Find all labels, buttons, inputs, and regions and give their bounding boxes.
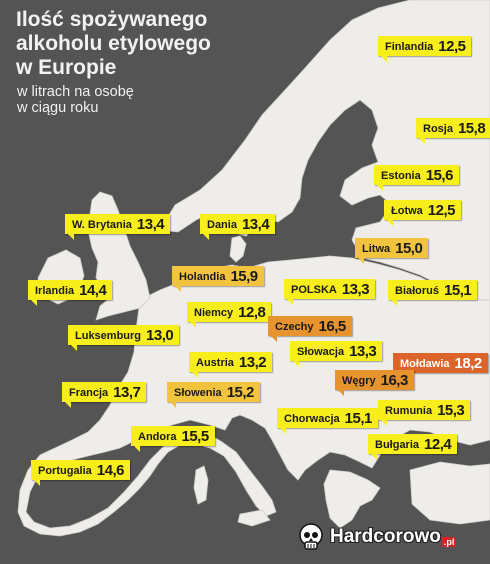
country-label: Estonia 15,6	[374, 165, 459, 191]
country-name: Irlandia	[35, 284, 75, 297]
country-label: Francja 13,7	[62, 382, 147, 408]
country-name: Bułgaria	[375, 438, 420, 451]
country-label: Niemcy 12,8	[187, 302, 272, 328]
land-greece	[323, 469, 381, 529]
country-value: 15,9	[230, 268, 258, 285]
country-label: Andora 15,5	[131, 426, 215, 452]
country-name: Finlandia	[385, 40, 434, 53]
country-name: Andora	[138, 430, 177, 443]
country-value: 15,1	[344, 410, 373, 427]
country-value: 12,4	[424, 436, 452, 453]
country-label: Chorwacja 15,1	[277, 408, 378, 434]
country-value: 13,3	[349, 343, 377, 360]
country-label: Czechy 16,5	[268, 316, 352, 342]
land-sicily	[237, 509, 271, 527]
country-name: Austria	[196, 356, 234, 369]
country-label: Rosja 15,8	[416, 118, 490, 144]
country-value: 15,0	[395, 240, 423, 257]
hardcorowo-logo: Hardcorowo .pl	[296, 522, 457, 552]
country-name: Niemcy	[194, 306, 234, 319]
country-label: Bułgaria 12,4	[368, 434, 458, 460]
country-label: Portugalia 14,6	[31, 460, 130, 486]
country-value: 13,4	[136, 216, 165, 233]
country-name: Białoruś	[395, 284, 440, 297]
country-name: W. Brytania	[72, 218, 132, 231]
country-name: Luksemburg	[75, 329, 142, 342]
country-value: 12,5	[427, 202, 456, 219]
country-label: Luksemburg 13,0	[68, 325, 180, 351]
skull-icon	[299, 523, 323, 550]
country-name: Francja	[69, 386, 109, 399]
map-subtitle: w litrach na osobę w ciągu roku	[17, 84, 134, 116]
country-name: POLSKA	[291, 283, 337, 296]
country-label: Holandia 15,9	[172, 266, 264, 292]
subtitle-line: w ciągu roku	[17, 100, 99, 116]
country-label: Białoruś 15,1	[388, 280, 478, 306]
country-name: Łotwa	[391, 204, 423, 217]
country-value: 15,2	[226, 384, 255, 401]
country-name: Litwa	[362, 242, 391, 255]
country-value: 16,5	[318, 318, 347, 335]
title-line: alkoholu etylowego	[16, 32, 211, 55]
country-label: Dania 13,4	[200, 214, 276, 240]
country-value: 12,5	[438, 38, 466, 55]
title-line: w Europie	[16, 56, 117, 79]
country-label: Węgry 16,3	[335, 370, 414, 396]
country-name: Estonia	[381, 169, 421, 182]
country-value: 13,4	[241, 216, 270, 233]
land-turkey	[409, 461, 490, 525]
country-value: 13,2	[238, 354, 267, 371]
country-name: Holandia	[179, 270, 226, 283]
country-value: 15,8	[457, 120, 486, 137]
country-value: 15,6	[425, 167, 454, 184]
country-name: Rumunia	[385, 404, 433, 417]
country-value: 18,2	[454, 355, 483, 372]
country-value: 16,3	[380, 372, 409, 389]
country-label: Irlandia 14,4	[28, 280, 113, 306]
country-value: 15,5	[181, 428, 210, 445]
subtitle-line: w litrach na osobę	[17, 84, 134, 100]
country-name: Dania	[207, 218, 237, 231]
land-denmark	[229, 235, 247, 263]
country-value: 13,3	[341, 281, 370, 298]
country-name: Chorwacja	[284, 412, 340, 425]
country-name: Węgry	[342, 374, 376, 387]
brand-tld: .pl	[441, 537, 457, 547]
country-value: 13,7	[113, 384, 141, 401]
country-value: 13,0	[146, 327, 174, 344]
map-title: Ilość spożywanego alkoholu etylowego w E…	[16, 8, 211, 80]
country-name: Czechy	[275, 320, 314, 333]
country-label: W. Brytania 13,4	[65, 214, 171, 240]
country-name: Portugalia	[38, 464, 92, 477]
country-name: Mołdawia	[400, 357, 450, 370]
country-value: 15,1	[444, 282, 472, 299]
country-name: Słowenia	[174, 386, 222, 399]
country-label: Rumunia 15,3	[378, 400, 471, 426]
title-line: Ilość spożywanego	[16, 8, 208, 31]
country-label: Łotwa 12,5	[384, 200, 461, 226]
country-value: 14,4	[79, 282, 107, 299]
country-label: Słowenia 15,2	[167, 382, 260, 408]
country-value: 14,6	[96, 462, 125, 479]
brand-name: Hardcorowo	[330, 526, 441, 547]
country-label: Austria 13,2	[189, 352, 273, 378]
country-label: POLSKA 13,3	[284, 279, 376, 305]
country-name: Rosja	[423, 122, 453, 135]
country-label: Finlandia 12,5	[378, 36, 472, 62]
land-corsica-sardinia	[193, 465, 209, 505]
country-label: Mołdawia 18,2	[393, 353, 488, 379]
country-value: 15,3	[437, 402, 465, 419]
country-value: 12,8	[238, 304, 266, 321]
country-name: Słowacja	[297, 345, 345, 358]
country-label: Litwa 15,0	[355, 238, 429, 264]
country-label: Słowacja 13,3	[290, 341, 383, 367]
